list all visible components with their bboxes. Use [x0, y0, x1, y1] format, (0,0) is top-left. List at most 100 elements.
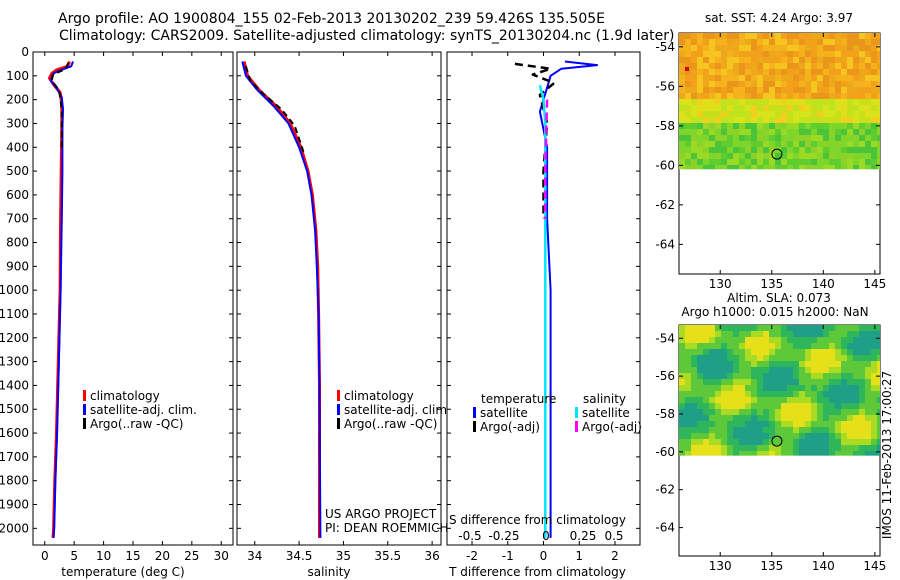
map-cell: [703, 385, 709, 391]
map-cell: [715, 379, 721, 385]
map-cell: [841, 349, 847, 355]
map-cell: [841, 409, 847, 415]
map-cell: [691, 123, 697, 129]
map-cell: [751, 373, 757, 379]
map-cell: [715, 45, 721, 51]
map-cell: [853, 331, 859, 337]
map-cell: [703, 93, 709, 99]
y-tick-label: 1900: [0, 498, 29, 512]
map-cell: [829, 99, 835, 105]
map-cell: [721, 355, 727, 361]
map-cell: [829, 427, 835, 433]
map-cell: [817, 165, 823, 170]
map-cell: [841, 141, 847, 147]
map-cell: [703, 99, 709, 105]
map-cell: [823, 51, 829, 57]
map-cell: [817, 117, 823, 123]
map-cell: [721, 159, 727, 165]
map-cell: [805, 367, 811, 373]
map-cell: [697, 159, 703, 165]
map-cell: [745, 331, 751, 337]
map-cell: [757, 343, 763, 349]
map-cell: [679, 445, 685, 451]
map-cell: [871, 403, 877, 409]
map-cell: [751, 445, 757, 451]
map-cell: [829, 337, 835, 343]
map-cell: [679, 75, 685, 81]
map-cell: [799, 373, 805, 379]
map-cell: [775, 135, 781, 141]
map-cell: [793, 421, 799, 427]
map-x-tick-label: 135: [760, 277, 783, 291]
map-cell: [769, 397, 775, 403]
map-cell: [829, 379, 835, 385]
map-cell: [691, 391, 697, 397]
map-cell: [739, 63, 745, 69]
map-cell: [727, 105, 733, 111]
map-x-tick-label: 145: [863, 559, 886, 573]
map-cell: [799, 385, 805, 391]
map-cell: [685, 439, 691, 445]
map-cell: [691, 159, 697, 165]
map-cell: [817, 123, 823, 129]
map-cell: [751, 343, 757, 349]
map-cell: [745, 45, 751, 51]
map-cell: [721, 69, 727, 75]
map-cell: [751, 75, 757, 81]
map-cell: [853, 159, 859, 165]
map-cell: [805, 403, 811, 409]
map-cell: [709, 445, 715, 451]
series-line: [241, 61, 322, 538]
map-cell: [739, 427, 745, 433]
map-cell: [697, 385, 703, 391]
map-cell: [793, 379, 799, 385]
map-cell: [799, 367, 805, 373]
map-cell: [841, 93, 847, 99]
map-cell: [709, 373, 715, 379]
map-cell: [841, 331, 847, 337]
map-cell: [787, 451, 793, 456]
map-cell: [877, 141, 880, 147]
map-cell: [805, 129, 811, 135]
map-cell: [715, 105, 721, 111]
map-cell: [853, 99, 859, 105]
map-cell: [781, 391, 787, 397]
map-cell: [865, 87, 871, 93]
map-cell: [877, 325, 880, 331]
map-cell: [781, 367, 787, 373]
map-cell: [865, 57, 871, 63]
map-cell: [793, 403, 799, 409]
x-tick-label: 20: [155, 549, 170, 563]
map-cell: [877, 451, 880, 456]
map-cell: [841, 123, 847, 129]
map-cell: [697, 433, 703, 439]
map-cell: [865, 349, 871, 355]
map-cell: [769, 379, 775, 385]
map-cell: [685, 33, 691, 39]
map-cell: [853, 415, 859, 421]
map-cell: [697, 45, 703, 51]
map-cell: [775, 141, 781, 147]
map-cell: [691, 39, 697, 45]
map-cell: [769, 93, 775, 99]
map-cell: [793, 361, 799, 367]
map-cell: [847, 51, 853, 57]
map-cell: [769, 69, 775, 75]
map-cell: [727, 325, 733, 331]
map-cell: [709, 165, 715, 170]
map-cell: [841, 391, 847, 397]
map-cell: [823, 93, 829, 99]
y-tick-label: 200: [6, 93, 29, 107]
map-cell: [805, 415, 811, 421]
map-cell: [835, 75, 841, 81]
map-cell: [733, 81, 739, 87]
y-tick-label: 1700: [0, 450, 29, 464]
map-y-tick-label: -56: [655, 369, 675, 383]
map-cell: [865, 153, 871, 159]
map-cell: [763, 63, 769, 69]
map-cell: [811, 433, 817, 439]
map-cell: [769, 81, 775, 87]
map-cell: [793, 331, 799, 337]
map-cell: [739, 153, 745, 159]
map-cell: [853, 111, 859, 117]
